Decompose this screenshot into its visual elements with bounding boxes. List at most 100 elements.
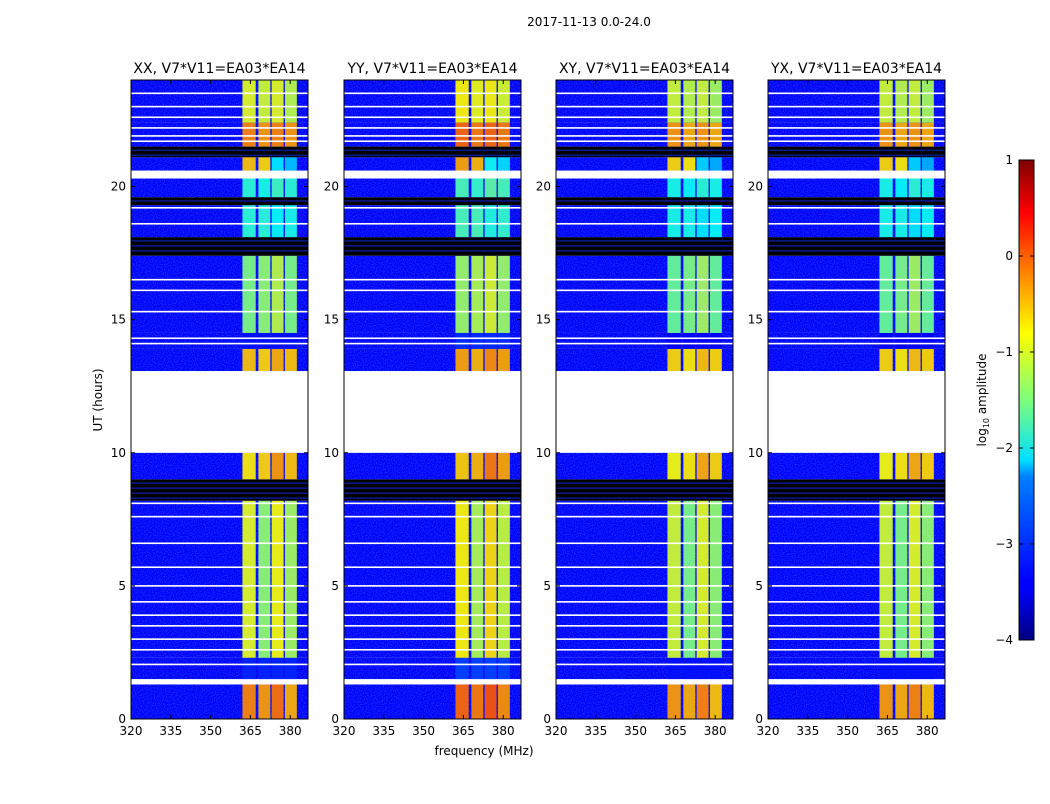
flagged-line [556,663,733,666]
band-cell [284,348,297,372]
blank-segment [768,146,945,158]
blank-stripe [768,245,945,247]
flagged-line [344,638,521,640]
band-cell [895,255,908,333]
band-cell [921,122,934,147]
band-cell [484,452,497,480]
x-tick-label: 380 [916,724,939,738]
band-cell [709,348,722,372]
band-cell [484,657,497,680]
band-cell [484,500,497,658]
band-cell [271,348,284,372]
band-cell [709,332,722,349]
blank-stripe [344,482,521,484]
blank-stripe [131,492,308,494]
band-cell [497,157,510,171]
flagged-segment [131,170,308,179]
band-cell [895,452,908,480]
flagged-line [131,502,308,505]
band-cell [471,205,484,238]
flagged-line [556,585,733,587]
flagged-line [344,92,521,95]
flagged-line [131,207,308,209]
blank-segment [556,146,733,158]
band-cell [497,178,510,198]
flagged-line [131,425,308,427]
band-cell [471,452,484,480]
flagged-segment [556,170,733,179]
x-tick-label: 320 [757,724,780,738]
band-cell [455,157,469,171]
band-cell [271,178,284,198]
band-cell [709,657,722,680]
band-cell [683,80,696,123]
band-cell [497,80,510,123]
band-cell [908,452,921,480]
band-cell [683,157,696,171]
blank-segment [768,479,945,501]
x-tick-label: 380 [704,724,727,738]
flagged-line [768,289,945,292]
flagged-line [768,566,945,569]
flagged-segment [556,371,733,453]
band-cell [667,255,681,333]
band-cell [709,205,722,238]
flagged-line [768,135,945,137]
band-cell [895,500,908,658]
flagged-segment [768,170,945,179]
band-cell [879,178,893,198]
band-cell [455,332,469,349]
band-cell [271,157,284,171]
band-cell [921,80,934,123]
blank-stripe [768,149,945,152]
blank-segment [344,479,521,501]
flagged-line [556,515,733,518]
blank-stripe [131,154,308,157]
flagged-line [131,585,308,587]
band-cell [908,500,921,658]
band-cell [284,205,297,238]
band-cell [284,157,297,171]
band-cell [242,684,256,719]
y-tick-label: 20 [324,180,339,194]
colorbar: log10 amplitude 1 0 −1 −2 −3 −4 [975,153,1035,647]
band-cell [471,348,484,372]
band-cell [284,657,297,680]
flagged-line [556,92,733,95]
flagged-line [556,601,733,603]
band-cell [895,205,908,238]
band-cell [696,122,709,147]
band-cell [455,178,469,198]
y-tick-label: 5 [755,579,763,593]
blank-stripe [768,482,945,484]
band-cell [484,157,497,171]
band-cell [497,332,510,349]
flagged-line [344,337,521,340]
band-cell [879,255,893,333]
y-tick-label: 20 [111,180,126,194]
band-cell [667,500,681,658]
blank-stripe [344,487,521,489]
blank-stripe [131,250,308,252]
flagged-segment [131,371,308,453]
x-tick-label: 365 [452,724,475,738]
band-cell [471,657,484,680]
band-cell [667,348,681,372]
band-cell [895,122,908,147]
band-cell [696,452,709,480]
band-cell [484,178,497,198]
x-axis-label: frequency (MHz) [434,744,533,758]
flagged-line [344,515,521,518]
flagged-line [131,127,308,129]
band-cell [908,178,921,198]
band-cell [258,452,271,480]
flagged-line [344,601,521,603]
band-cell [908,684,921,719]
blank-stripe [556,492,733,494]
x-tick-label: 365 [239,724,262,738]
x-tick-label: 335 [584,724,607,738]
band-cell [455,205,469,238]
panel-3: YX, V7*V11=EA03*EA14 320 335 350 365 380 0 5 10 1… [748,61,946,738]
blank-stripe [556,149,733,152]
y-tick-label: 20 [748,180,763,194]
